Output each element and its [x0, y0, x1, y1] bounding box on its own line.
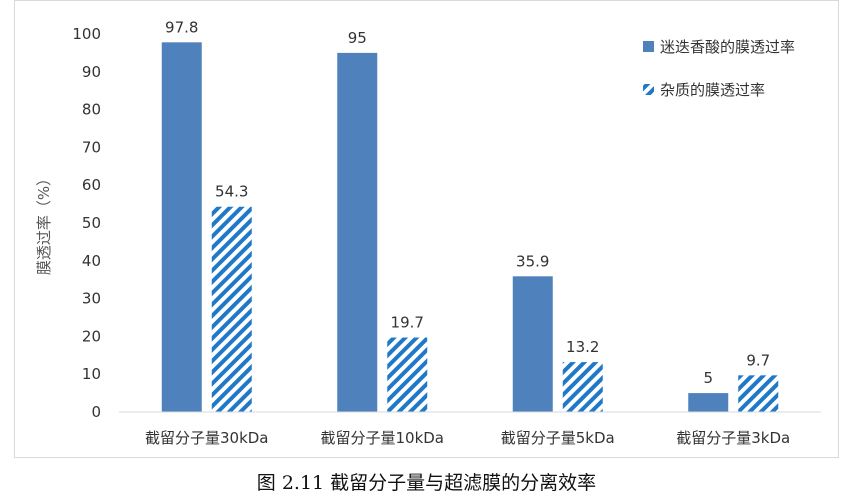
y-tick-label: 30	[82, 290, 101, 308]
bar-rosmarinic-acid	[161, 42, 202, 412]
x-category-label: 截留分子量3kDa	[676, 429, 790, 447]
data-label: 13.2	[566, 338, 599, 356]
figure-caption: 图 2.11 截留分子量与超滤膜的分离效率	[256, 472, 597, 494]
bar-rosmarinic-acid	[688, 393, 729, 412]
y-tick-label: 60	[82, 176, 101, 194]
bar-impurity	[738, 375, 779, 412]
data-label: 35.9	[516, 252, 549, 270]
legend-swatch	[643, 41, 654, 52]
data-labels: 97.8 54.3 95 19.7 35.9 13.2 5 9.7	[165, 18, 770, 387]
y-axis: 0 10 20 30 40 50 60 70 80 90 100	[72, 25, 101, 421]
bars	[161, 42, 779, 413]
y-tick-label: 100	[72, 25, 101, 43]
y-tick-label: 90	[82, 63, 101, 81]
data-label: 19.7	[391, 314, 424, 332]
x-category-label: 截留分子量10kDa	[320, 429, 444, 447]
x-category-label: 截留分子量5kDa	[501, 429, 615, 447]
bar-impurity	[387, 337, 428, 412]
data-label: 9.7	[746, 351, 770, 369]
y-tick-label: 10	[82, 365, 101, 383]
bar-rosmarinic-acid	[337, 52, 378, 413]
data-label: 97.8	[165, 18, 198, 36]
bar-impurity	[562, 362, 603, 412]
data-label: 5	[703, 369, 713, 387]
legend-label: 杂质的膜透过率	[660, 81, 765, 99]
x-category-label: 截留分子量30kDa	[145, 429, 269, 447]
data-label: 54.3	[215, 183, 248, 201]
bar-impurity	[211, 206, 252, 412]
y-tick-label: 0	[91, 403, 101, 421]
y-tick-label: 40	[82, 252, 101, 270]
chart-frame: 0 10 20 30 40 50 60 70 80 90 100 97.8 54.3 95 19.7 35.…	[14, 0, 839, 458]
bar-rosmarinic-acid	[512, 276, 553, 412]
y-tick-label: 70	[82, 138, 101, 156]
legend-swatch	[643, 84, 654, 95]
y-tick-label: 80	[82, 101, 101, 119]
y-tick-label: 50	[82, 214, 101, 232]
y-axis-title: 膜透过率（%）	[35, 171, 53, 275]
x-axis: 截留分子量30kDa 截留分子量10kDa 截留分子量5kDa 截留分子量3kDa	[119, 411, 821, 447]
bar-chart: 0 10 20 30 40 50 60 70 80 90 100 97.8 54.3 95 19.7 35.…	[35, 18, 821, 447]
legend-label: 迷迭香酸的膜透过率	[660, 38, 795, 56]
y-tick-label: 20	[82, 327, 101, 345]
data-label: 95	[348, 29, 367, 47]
